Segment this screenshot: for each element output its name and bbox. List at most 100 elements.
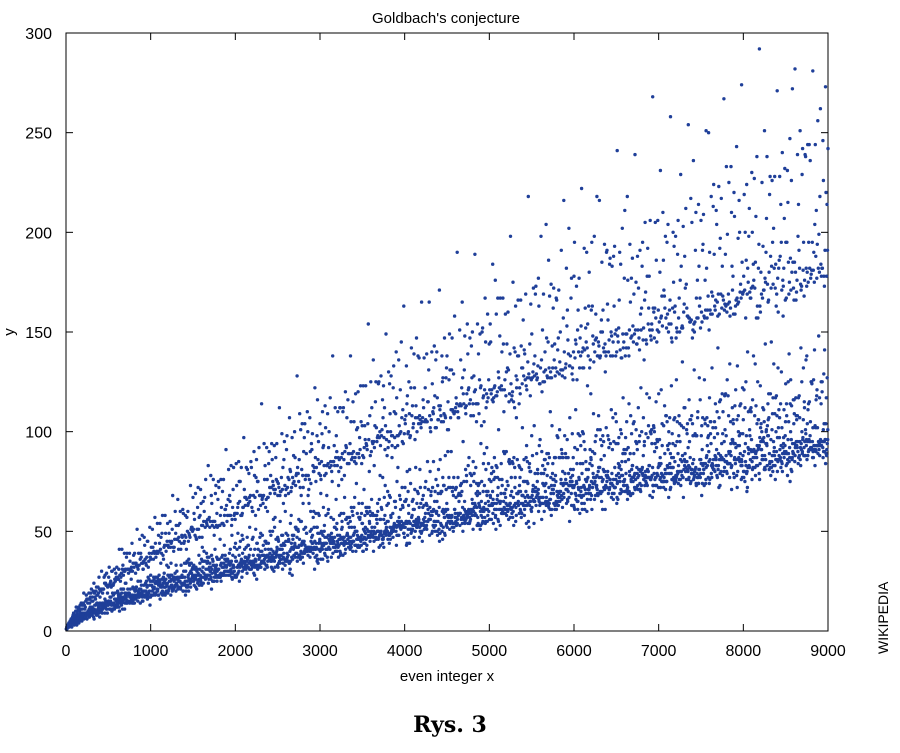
data-point (545, 473, 549, 478)
data-point (791, 286, 796, 290)
data-point (755, 455, 759, 460)
data-point (631, 324, 635, 328)
data-point (747, 234, 751, 238)
data-point (393, 505, 398, 510)
data-point (531, 483, 535, 488)
data-point (715, 222, 719, 227)
x-tick-label: 0 (62, 643, 71, 660)
data-point (623, 435, 628, 440)
data-point (640, 264, 644, 268)
data-point (582, 439, 586, 444)
data-point (536, 364, 540, 368)
data-point (682, 302, 686, 306)
data-point (761, 439, 765, 444)
data-point (595, 483, 599, 488)
data-point (477, 378, 482, 382)
data-point (164, 549, 168, 553)
data-point (676, 451, 680, 456)
data-point (352, 539, 356, 543)
data-point (373, 400, 378, 404)
data-point (726, 292, 731, 296)
data-point (441, 475, 445, 480)
data-point (557, 428, 562, 432)
data-point (812, 348, 817, 352)
data-point (462, 402, 466, 406)
data-point (786, 200, 790, 205)
data-point (705, 453, 709, 458)
data-point (368, 509, 372, 514)
data-point (161, 557, 166, 561)
data-point (351, 513, 355, 518)
data-point (513, 485, 517, 490)
data-point (826, 146, 830, 151)
data-point (763, 453, 767, 458)
data-point (469, 473, 474, 478)
data-point (575, 328, 580, 332)
data-point (818, 194, 822, 199)
data-point (201, 499, 205, 504)
data-point (553, 455, 558, 460)
data-point (713, 402, 718, 406)
data-point (415, 430, 419, 434)
data-point (453, 410, 457, 414)
data-point (780, 461, 784, 466)
data-point (714, 447, 719, 452)
data-point (526, 194, 530, 199)
data-point (218, 537, 222, 541)
data-point (663, 487, 668, 492)
data-point (446, 428, 451, 432)
data-point (212, 579, 216, 583)
data-point (200, 535, 204, 539)
data-point (443, 515, 447, 520)
data-point (516, 499, 520, 504)
data-point (799, 346, 803, 350)
data-point (122, 607, 127, 611)
data-point (607, 338, 611, 342)
data-point (379, 374, 383, 378)
data-point (194, 537, 199, 541)
data-point (357, 455, 361, 460)
data-point (681, 326, 685, 330)
data-point (448, 485, 453, 490)
data-point (139, 555, 143, 559)
data-point (549, 491, 553, 496)
data-point (665, 312, 670, 316)
data-point (335, 549, 339, 553)
data-point (189, 561, 193, 565)
data-point (623, 208, 627, 213)
data-point (291, 537, 295, 541)
data-point (802, 400, 806, 404)
data-point (481, 394, 486, 398)
data-point (553, 374, 557, 378)
data-point (545, 376, 550, 380)
data-point (387, 541, 391, 545)
data-point (617, 475, 622, 480)
data-point (673, 416, 677, 420)
data-point (691, 461, 695, 466)
data-point (509, 475, 513, 480)
data-point (288, 571, 292, 575)
data-point (169, 561, 173, 565)
data-point (318, 473, 323, 478)
data-point (823, 248, 827, 252)
data-point (777, 258, 781, 262)
data-point (750, 459, 754, 464)
data-point (234, 559, 239, 563)
data-point (494, 507, 499, 512)
data-point (433, 394, 437, 398)
data-point (382, 545, 386, 549)
data-point (487, 509, 491, 514)
data-point (547, 366, 551, 370)
data-point (815, 426, 820, 430)
data-point (570, 366, 575, 370)
data-point (606, 434, 610, 438)
data-point (419, 501, 423, 506)
data-point (504, 487, 508, 492)
data-point (726, 394, 730, 398)
data-point (347, 461, 351, 466)
data-point (320, 410, 325, 414)
data-point (826, 428, 830, 432)
data-point (699, 434, 703, 438)
data-point (259, 402, 264, 406)
data-point (428, 426, 432, 430)
